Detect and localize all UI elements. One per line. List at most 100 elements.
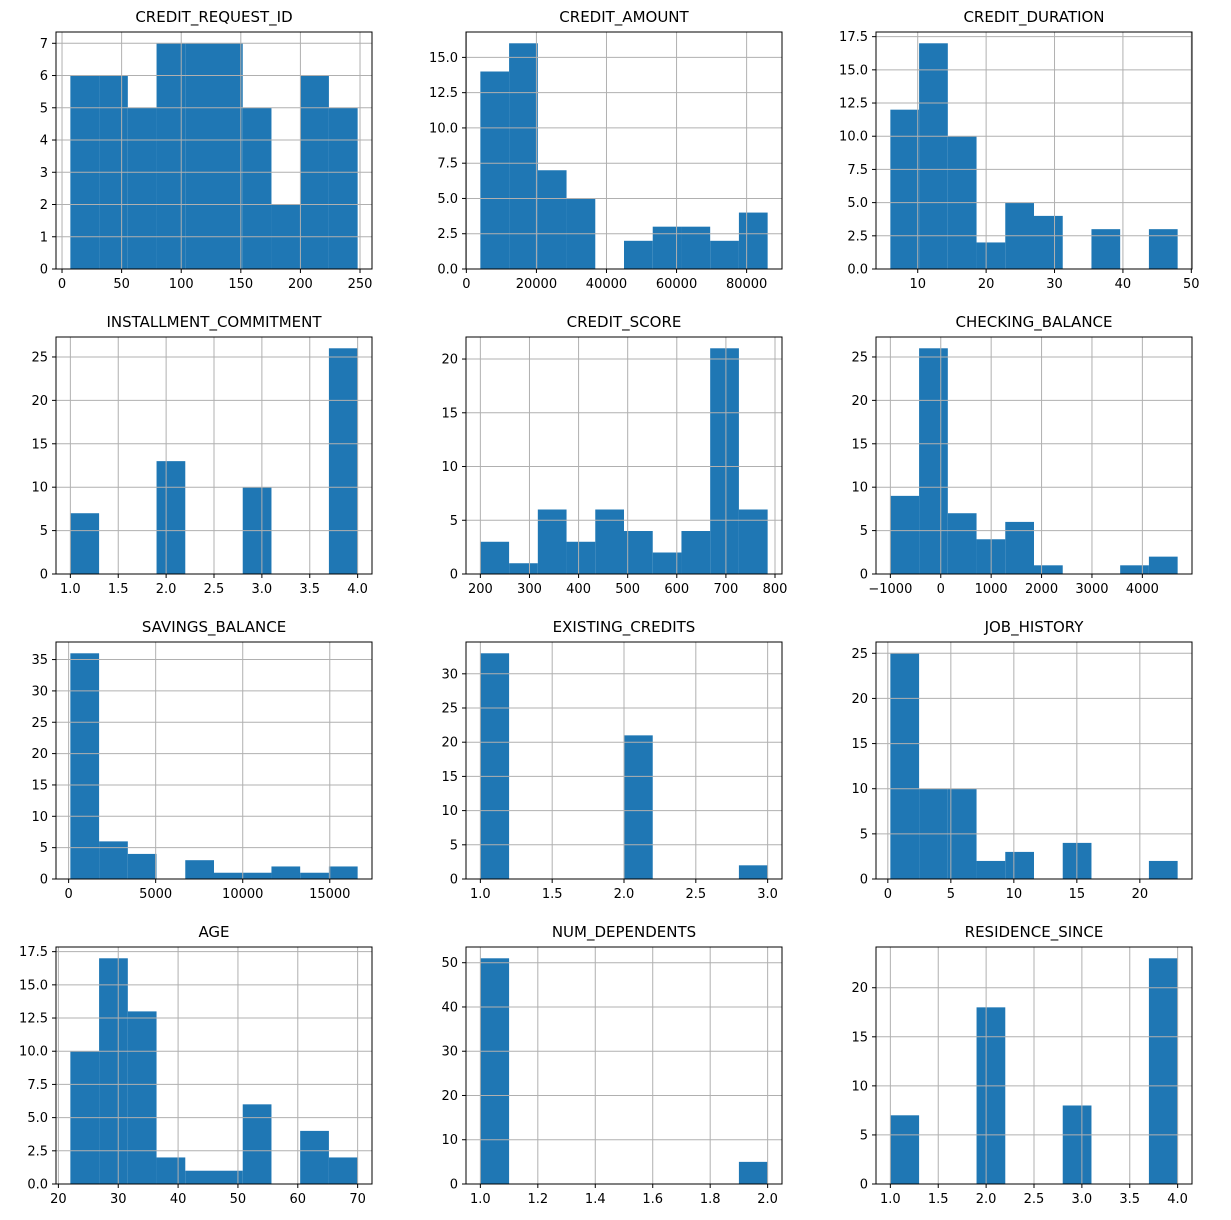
subplot-age: 20 30 40 50 60 70 0.0 2.5 5.0 7.5 10.0 12.5 15.0 17.5… xyxy=(0,915,410,1220)
y-tick-label: 17.5 xyxy=(19,945,48,960)
x-tick-label: 2000 xyxy=(1025,582,1058,597)
histogram-bar xyxy=(214,43,243,269)
y-tick-label: 5 xyxy=(40,101,48,116)
y-tick-label: 2.5 xyxy=(437,227,458,242)
y-tick-label: 7.5 xyxy=(27,1078,48,1093)
y-tick-label: 0 xyxy=(860,873,868,888)
histogram-bar xyxy=(890,109,920,269)
subplot-title: RESIDENCE_SINCE xyxy=(965,923,1104,942)
axes-spines xyxy=(465,336,783,575)
y-tick-label: 10 xyxy=(851,782,868,797)
histogram-bar xyxy=(1034,215,1063,269)
subplot-residence-since: 1.0 1.5 2.0 2.5 3.0 3.5 4.0 0 5 10 15 20 RESIDENCE_S… xyxy=(820,915,1230,1220)
x-tick-label: 15000 xyxy=(309,887,350,902)
x-tick-label: 200 xyxy=(288,277,313,292)
x-tick-label: 3.0 xyxy=(757,887,778,902)
y-tick-label: 40 xyxy=(441,1000,458,1015)
histogram-bar xyxy=(328,107,358,269)
y-tick-label: 10 xyxy=(441,460,458,475)
y-tick-label: 15 xyxy=(851,1030,868,1045)
y-tick-label: 15.0 xyxy=(429,51,458,66)
x-tick-label: 200 xyxy=(468,582,493,597)
histogram-bar xyxy=(185,1170,214,1184)
histogram-bar xyxy=(271,866,301,879)
histogram-bar xyxy=(480,541,510,574)
y-tick-label: 5 xyxy=(40,524,48,539)
y-tick-label: 10 xyxy=(441,804,458,819)
x-tick-label: 2.0 xyxy=(976,1192,997,1207)
x-tick-label: 1.2 xyxy=(527,1192,548,1207)
subplot-credit-score: 200 300 400 500 600 700 800 0 5 10 15 20 CREDIT_SCOR… xyxy=(410,305,820,610)
histogram-bar xyxy=(70,513,100,574)
histogram-bar xyxy=(919,43,948,269)
x-tick-label: 1.0 xyxy=(60,582,81,597)
subplot-title: CREDIT_SCORE xyxy=(567,313,682,332)
x-tick-label: 3000 xyxy=(1075,582,1108,597)
y-tick-label: 2 xyxy=(40,198,48,213)
x-tick-label: 5 xyxy=(947,887,955,902)
histogram-bar xyxy=(681,531,711,574)
histogram-bar xyxy=(1148,860,1178,879)
x-tick-label: 4000 xyxy=(1126,582,1159,597)
y-tick-label: 10 xyxy=(31,481,48,496)
y-tick-label: 25 xyxy=(31,350,48,365)
y-tick-label: 0 xyxy=(40,873,48,888)
x-tick-label: 70 xyxy=(349,1192,366,1207)
x-tick-label: 700 xyxy=(713,582,738,597)
y-tick-label: 30 xyxy=(441,1045,458,1060)
y-tick-label: 3 xyxy=(40,166,48,181)
x-tick-label: 15 xyxy=(1069,887,1086,902)
y-tick-label: 5.0 xyxy=(847,196,868,211)
y-tick-label: 12.5 xyxy=(839,97,868,112)
y-tick-label: 10.0 xyxy=(839,130,868,145)
axes-spines xyxy=(55,31,373,270)
axes-spines xyxy=(465,946,783,1185)
x-tick-label: 0 xyxy=(462,277,470,292)
y-tick-label: 0 xyxy=(860,1178,868,1193)
x-tick-label: 20 xyxy=(978,277,995,292)
subplot-credit-duration: 10 20 30 40 50 0.0 2.5 5.0 7.5 10.0 12.5 15.0 17.5 CR… xyxy=(820,0,1230,305)
x-tick-label: 1.0 xyxy=(470,1192,491,1207)
histogram-bar xyxy=(738,509,768,574)
subplot-title: EXISTING_CREDITS xyxy=(553,618,696,637)
x-tick-label: 150 xyxy=(228,277,253,292)
y-tick-label: 30 xyxy=(31,684,48,699)
histogram-bar xyxy=(652,226,682,269)
y-tick-label: 15 xyxy=(31,437,48,452)
subplot-existing-credits: 1.0 1.5 2.0 2.5 3.0 0 5 10 15 20 25 30 EXISTING_CRED… xyxy=(410,610,820,915)
x-tick-label: 10 xyxy=(1006,887,1023,902)
histogram-bar xyxy=(1005,521,1034,574)
x-tick-label: 30 xyxy=(1046,277,1063,292)
histogram-bar xyxy=(242,107,272,269)
subplot-savings-balance: 0 5000 10000 15000 0 5 10 15 20 25 30 35 SAVINGS_BAL… xyxy=(0,610,410,915)
x-tick-label: 400 xyxy=(566,582,591,597)
histogram-bar xyxy=(976,1007,1006,1184)
histogram-bar xyxy=(127,853,157,879)
axes-spines xyxy=(875,641,1193,880)
x-tick-label: 1000 xyxy=(975,582,1008,597)
y-tick-label: 5 xyxy=(40,841,48,856)
y-tick-label: 7 xyxy=(40,37,48,52)
x-tick-label: 100 xyxy=(169,277,194,292)
y-tick-label: 25 xyxy=(851,647,868,662)
histogram-bar xyxy=(300,1130,329,1184)
x-tick-label: 3.5 xyxy=(1119,1192,1140,1207)
histogram-bar xyxy=(480,958,510,1184)
y-tick-label: 5.0 xyxy=(27,1111,48,1126)
y-tick-label: 0 xyxy=(450,873,458,888)
y-tick-label: 20 xyxy=(441,736,458,751)
subplot-title: CREDIT_DURATION xyxy=(963,8,1104,27)
x-tick-label: 3.5 xyxy=(299,582,320,597)
y-tick-label: 0.0 xyxy=(437,263,458,278)
histogram-bar xyxy=(566,541,596,574)
histogram-bar xyxy=(1148,229,1178,269)
histogram-bar xyxy=(890,653,920,879)
histogram-bar xyxy=(1148,556,1178,574)
y-tick-label: 20 xyxy=(31,747,48,762)
subplot-credit-request-id: 0 50 100 150 200 250 0 1 2 3 4 5 6 7 CREDIT_REQUEST_ID xyxy=(0,0,410,305)
histogram-bar xyxy=(681,226,711,269)
x-tick-label: 80000 xyxy=(726,277,767,292)
histogram-bar xyxy=(328,348,358,574)
y-tick-label: 0 xyxy=(860,568,868,583)
y-tick-label: 5.0 xyxy=(437,192,458,207)
